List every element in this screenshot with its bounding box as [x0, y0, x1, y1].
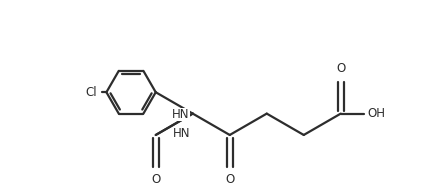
Text: OH: OH: [367, 107, 385, 120]
Text: O: O: [151, 173, 160, 186]
Text: Cl: Cl: [86, 86, 97, 99]
Text: HN: HN: [172, 108, 190, 121]
Text: O: O: [336, 62, 345, 75]
Text: HN: HN: [173, 127, 191, 140]
Text: O: O: [225, 173, 234, 186]
